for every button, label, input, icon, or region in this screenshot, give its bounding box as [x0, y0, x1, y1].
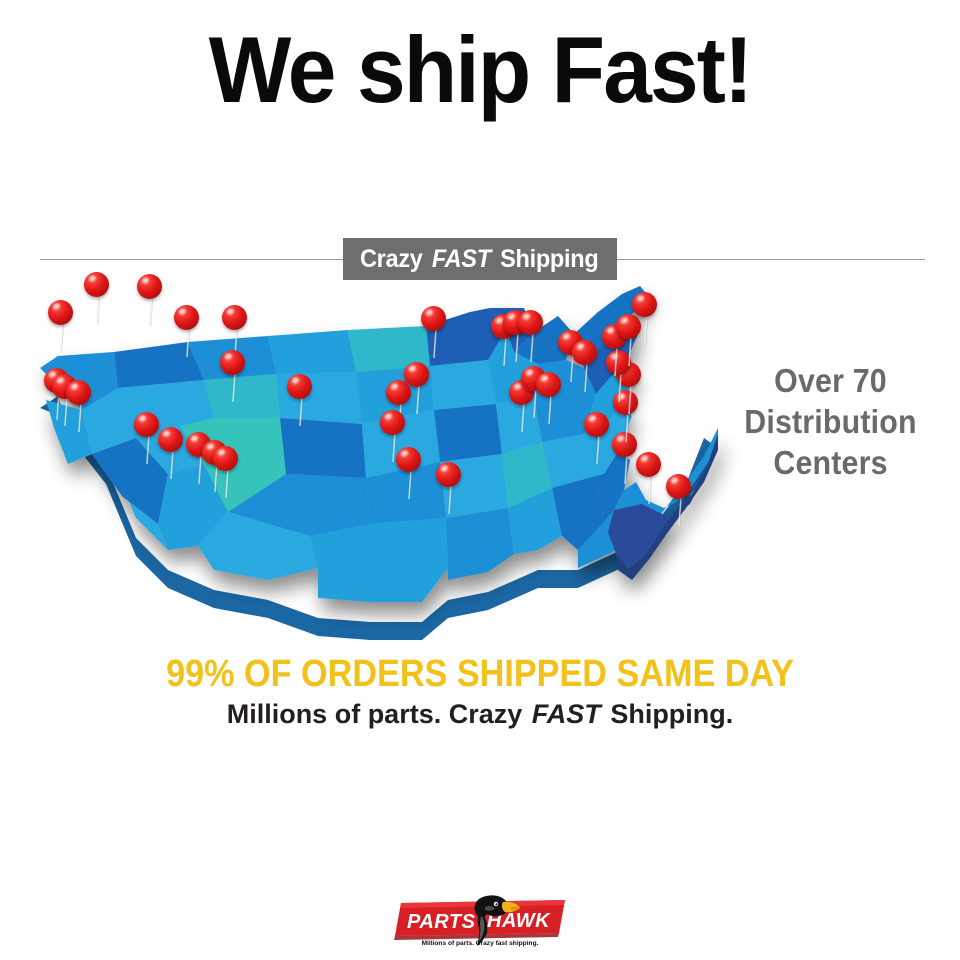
state-region-florida — [608, 434, 718, 568]
logo-word-left: PARTS — [407, 911, 476, 933]
banner-text-before: Crazy — [360, 244, 423, 273]
bottom-subtitle: Millions of parts. Crazy FAST Shipping. — [0, 698, 960, 731]
state-region — [280, 418, 366, 478]
state-region — [430, 360, 496, 410]
map-extrusion — [40, 396, 718, 640]
state-region — [204, 374, 280, 418]
state-region — [228, 474, 370, 536]
state-region — [366, 462, 446, 524]
crazy-fast-shipping-banner: Crazy FAST Shipping — [343, 238, 617, 280]
callout-line-1: Over 70 — [774, 362, 887, 399]
banner-text-emphasis: FAST — [431, 244, 491, 273]
state-region — [276, 372, 362, 424]
callout-line-2: Distribution — [744, 403, 917, 440]
state-region — [508, 488, 562, 554]
state-region — [434, 404, 502, 462]
state-region — [596, 452, 630, 522]
logo-graphic: PARTS HAWK Millions of parts. Crazy fast… — [394, 895, 565, 947]
state-region — [310, 518, 448, 602]
callout-line-3: Centers — [773, 444, 888, 481]
state-region — [348, 326, 430, 372]
state-region — [198, 512, 318, 580]
state-region — [552, 476, 604, 550]
state-region — [446, 508, 514, 580]
parts-hawk-logo[interactable]: PARTS HAWK Millions of parts. Crazy fast… — [393, 893, 567, 947]
page-title: We ship Fast! — [208, 17, 753, 122]
state-region — [68, 446, 168, 550]
subtitle-before: Millions of parts. Crazy — [226, 699, 523, 729]
logo-tagline: Millions of parts. Crazy fast shipping. — [422, 940, 539, 947]
state-region — [426, 308, 506, 366]
state-region — [542, 434, 596, 488]
state-region — [502, 442, 552, 508]
same-day-shipping-headline: 99% OF ORDERS SHIPPED SAME DAY — [166, 653, 794, 695]
banner-text-after: Shipping — [500, 244, 600, 273]
hawk-icon — [474, 895, 520, 946]
state-region — [440, 454, 508, 518]
state-region — [114, 342, 204, 388]
logo-word-right: HAWK — [487, 910, 551, 932]
state-region — [268, 330, 356, 374]
subtitle-after: Shipping. — [610, 699, 734, 729]
us-distribution-map — [18, 268, 738, 658]
distribution-centers-callout: Over 70 Distribution Centers — [727, 360, 934, 483]
subtitle-emphasis: FAST — [531, 699, 601, 729]
state-region — [496, 398, 542, 454]
us-map-graphic — [40, 286, 718, 640]
state-region — [158, 464, 228, 550]
